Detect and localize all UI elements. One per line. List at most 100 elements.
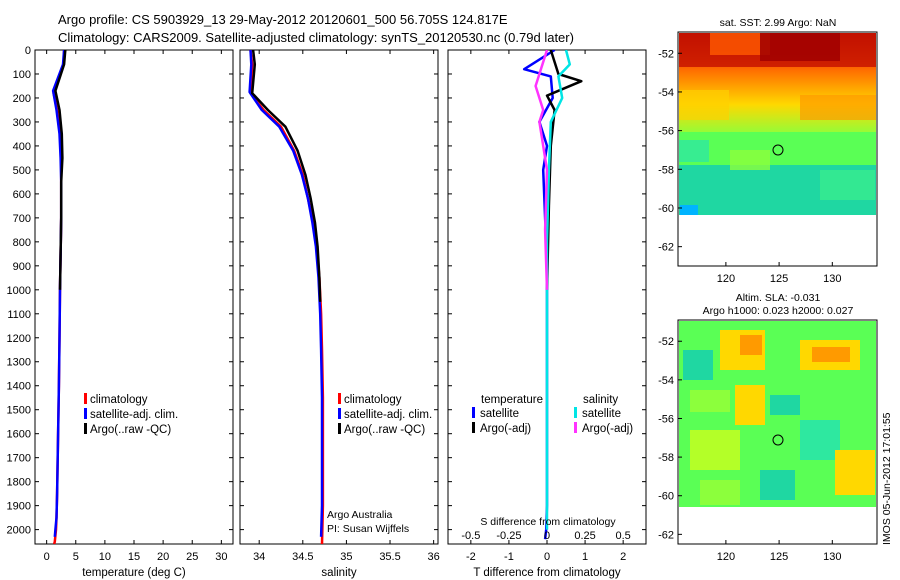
- depth-tick-label: 800: [13, 237, 31, 249]
- x-tick-label: 5: [73, 551, 79, 563]
- x-tick-label: 10: [99, 551, 111, 563]
- map-x-tick-label: 130: [823, 273, 841, 285]
- temperature-xlabel: temperature (deg C): [82, 567, 186, 579]
- legend-swatch-t-argo: [472, 422, 475, 433]
- depth-tick-label: 400: [13, 141, 31, 153]
- sla-map-y-ticks: -52 -54 -56 -58 -60 -62: [658, 336, 682, 541]
- salinity-axes-frame: [239, 49, 439, 545]
- salinity-panel: 34 34.5 35 35.5 36 salinity climatology sate…: [239, 49, 440, 579]
- legend-label-argo: Argo(..raw -QC): [344, 424, 425, 436]
- depth-tick-label: 1500: [7, 405, 31, 417]
- legend-title-temperature: temperature: [481, 394, 543, 406]
- map-y-tick-label: -52: [658, 48, 674, 60]
- x-tick-label: -2: [466, 551, 476, 563]
- map-y-tick-label: -60: [658, 203, 674, 215]
- map-y-tick-label: -56: [658, 126, 674, 138]
- x-tick-label: 15: [128, 551, 140, 563]
- depth-tick-label: 1700: [7, 453, 31, 465]
- depth-tick-label: 500: [13, 165, 31, 177]
- legend-swatch-t-satellite: [472, 407, 475, 418]
- depth-tick-label: 900: [13, 261, 31, 273]
- legend-swatch-s-satellite: [574, 407, 577, 418]
- depth-tick-label: 2000: [7, 525, 31, 537]
- depth-tick-label: 200: [13, 93, 31, 105]
- depth-tick-label: 1000: [7, 285, 31, 297]
- s-tick-label: -0.25: [496, 530, 521, 542]
- depth-tick-label: 0: [25, 45, 31, 57]
- series-line-satellite-adj-clim: [248, 50, 324, 537]
- map-x-tick-label: 120: [717, 551, 735, 563]
- difference-legend: temperature salinity satellite Argo(-adj…: [472, 394, 633, 435]
- depth-tick-label: 1800: [7, 477, 31, 489]
- map-x-tick-label: 130: [823, 551, 841, 563]
- legend-label-climatology: climatology: [90, 394, 148, 406]
- sst-map-y-ticks: -52 -54 -56 -58 -60 -62: [658, 48, 682, 254]
- depth-tick-label: 1600: [7, 429, 31, 441]
- temperature-x-ticks: 0 5 10 15 20 25 30: [44, 50, 227, 563]
- x-tick-label: 25: [186, 551, 198, 563]
- map-x-tick-label: 125: [770, 273, 788, 285]
- map-y-tick-label: -56: [658, 413, 674, 425]
- s-tick-label: 0.25: [574, 530, 595, 542]
- legend-label-t-argo: Argo(-adj): [480, 423, 531, 435]
- legend-label-satellite: satellite-adj. clim.: [90, 409, 178, 421]
- legend-label-t-satellite: satellite: [480, 408, 519, 420]
- legend-label-satellite: satellite-adj. clim.: [344, 409, 432, 421]
- map-y-tick-label: -62: [658, 242, 674, 254]
- sla-map-x-ticks: 120 125 130: [717, 540, 841, 563]
- s-difference-ticks: -0.5 -0.25 0 0.25 0.5: [461, 530, 630, 542]
- x-tick-label: 36: [428, 551, 440, 563]
- argo-position-marker: [772, 434, 784, 446]
- series-line-salinity-satellite: [545, 50, 572, 530]
- legend-swatch-argo: [84, 423, 87, 434]
- difference-y-tickmarks: [448, 49, 646, 531]
- depth-tick-label: 600: [13, 189, 31, 201]
- x-tick-label: 0: [44, 551, 50, 563]
- map-y-tick-label: -54: [658, 87, 674, 99]
- temperature-depth-ticks: 0 100 200 300 400 500 600 700 800 900 1000 1100 1200…: [7, 45, 233, 537]
- legend-swatch-satellite: [338, 408, 341, 419]
- sla-map-title-1: Altim. SLA: -0.031: [736, 292, 821, 304]
- salinity-y-tickmarks: [240, 49, 438, 531]
- x-tick-label: 30: [215, 551, 227, 563]
- x-tick-label: 35: [340, 551, 352, 563]
- depth-tick-label: 1300: [7, 357, 31, 369]
- sla-field: [679, 321, 876, 507]
- x-tick-label: 0: [544, 551, 550, 563]
- x-tick-label: 20: [157, 551, 169, 563]
- depth-tick-label: 1400: [7, 381, 31, 393]
- legend-label-s-satellite: satellite: [582, 408, 621, 420]
- x-tick-label: 34.5: [292, 551, 313, 563]
- salinity-x-ticks: 34 34.5 35 35.5 36: [253, 50, 440, 563]
- title-line-1: Argo profile: CS 5903929_13 29-May-2012 …: [58, 12, 508, 27]
- temperature-legend: climatology satellite-adj. clim. Argo(..…: [84, 393, 178, 436]
- legend-swatch-satellite: [84, 408, 87, 419]
- x-tick-label: 2: [620, 551, 626, 563]
- salinity-legend: climatology satellite-adj. clim. Argo(..…: [338, 393, 432, 436]
- sst-field: [679, 33, 876, 215]
- depth-tick-label: 1200: [7, 333, 31, 345]
- temperature-lines: [51, 50, 67, 544]
- sla-map-title-2: Argo h1000: 0.023 h2000: 0.027: [703, 305, 854, 317]
- s-tick-label: -0.5: [461, 530, 480, 542]
- difference-panel: -2 -1 0 1 2 T difference from climatology S …: [447, 49, 647, 579]
- depth-tick-label: 100: [13, 69, 31, 81]
- series-line-salinity-argo-adj: [534, 50, 549, 290]
- map-y-tick-label: -58: [658, 164, 674, 176]
- sla-map-panel: Altim. SLA: -0.031 Argo h1000: 0.023 h20…: [658, 292, 878, 563]
- x-tick-label: -1: [504, 551, 514, 563]
- map-x-tick-label: 125: [770, 551, 788, 563]
- map-y-tick-label: -52: [658, 336, 674, 348]
- sst-map-title: sat. SST: 2.99 Argo: NaN: [720, 17, 837, 29]
- difference-lines: [522, 50, 583, 540]
- series-line-argo-raw-qc: [250, 50, 322, 302]
- difference-xlabel: T difference from climatology: [473, 567, 620, 579]
- temperature-axes-frame: [34, 49, 234, 545]
- legend-label-s-argo: Argo(-adj): [582, 423, 633, 435]
- sst-map-x-ticks: 120 125 130: [717, 262, 841, 285]
- credit-pi: PI: Susan Wijffels: [327, 523, 409, 535]
- legend-swatch-argo: [338, 423, 341, 434]
- x-tick-label: 34: [253, 551, 265, 563]
- imos-timestamp: IMOS 05-Jun-2012 17:01:55: [881, 412, 893, 545]
